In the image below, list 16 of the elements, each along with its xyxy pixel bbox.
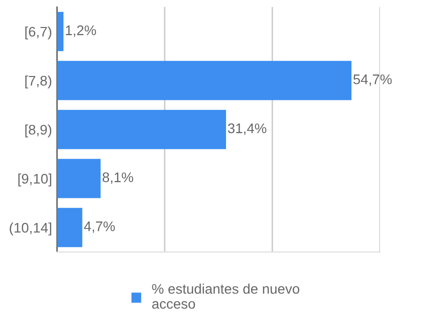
data-label: 8,1% (102, 172, 134, 184)
legend-label: % estudiantes de nuevo acceso (152, 284, 300, 309)
y-tick-label: (10,14] (10, 222, 52, 236)
y-tick-label: [7,8) (25, 75, 52, 88)
y-tick-label: [6,7) (25, 26, 52, 40)
bar (57, 158, 101, 198)
bar (57, 60, 352, 100)
data-label: 4,7% (84, 221, 115, 233)
data-label: 54,7% (353, 74, 392, 86)
data-label: 1,2% (66, 25, 96, 37)
y-tick-label: [8,9) (25, 124, 52, 138)
data-label: 31,4% (228, 123, 266, 135)
y-tick-label: [9,10] (18, 173, 52, 186)
bar (57, 12, 64, 52)
bar (57, 208, 82, 248)
bar (57, 110, 226, 150)
